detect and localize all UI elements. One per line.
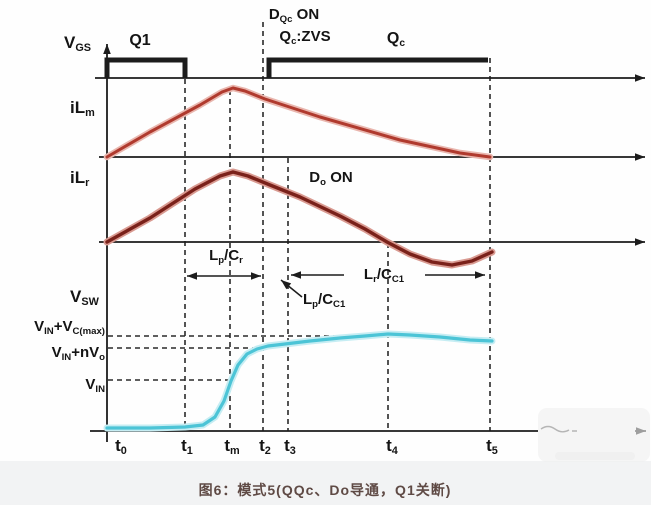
time-tick-t2: t2 [259, 436, 271, 458]
vgs-axis-label: VGS [64, 33, 92, 55]
qc-pulse-label: Qc [386, 30, 406, 49]
time-tick-t0: t0 [115, 436, 127, 458]
lp-cc1-interval-label: Lp/CC1 [303, 291, 346, 310]
time-tick-t1: t1 [181, 436, 193, 458]
ilm-axis-label: iLm [70, 98, 95, 120]
ilr-axis-label: iLr [70, 168, 90, 190]
vin-level-label: VIN [85, 376, 105, 395]
vin-vcmax-level-label: VIN+VC(max) [34, 318, 105, 337]
qc-zvs-label: Qc:ZVS [279, 28, 331, 47]
q1-pulse-label: Q1 [129, 32, 151, 49]
time-tick-t5: t5 [486, 436, 498, 458]
vin-nvo-level-label: VIN+nVo [51, 344, 105, 363]
time-tick-t3: t3 [284, 436, 296, 458]
dqc-on-label: DQc ON [268, 6, 320, 25]
time-tick-tm: tm [224, 436, 240, 458]
lr-cc1-interval-label: Lr/CC1 [363, 266, 405, 285]
lp-cr-interval-label: Lp/Cr [209, 247, 243, 266]
do-on-label: Do ON [309, 169, 353, 188]
vsw-axis-label: VSW [70, 287, 99, 309]
caption-strip [0, 461, 651, 505]
time-tick-t4: t4 [386, 436, 398, 458]
figure-caption: 图6：模式5(QQc、Do导通，Q1关断) [198, 482, 452, 498]
